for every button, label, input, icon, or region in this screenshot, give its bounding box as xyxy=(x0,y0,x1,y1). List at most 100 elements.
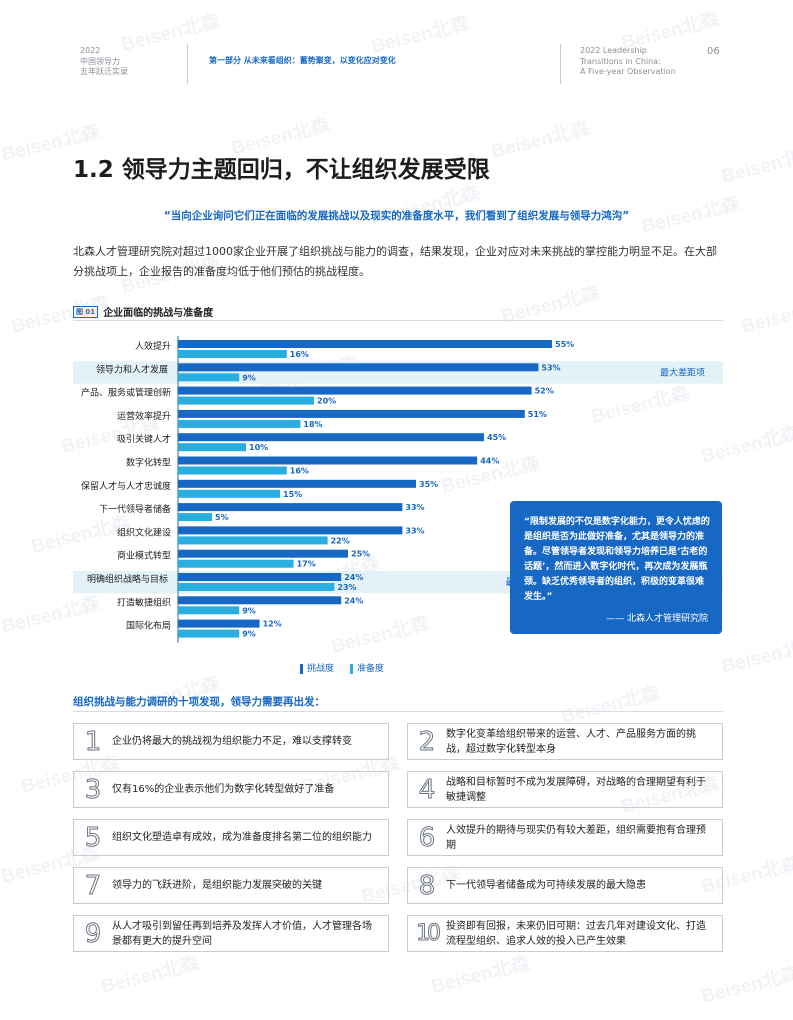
finding-item: 5 组织文化塑造卓有成效，成为准备度排名第二位的组织能力 xyxy=(73,819,389,856)
watermark-text: Beisen北森 xyxy=(559,683,662,728)
finding-number: 9 xyxy=(84,918,102,949)
header-title-line2: 五年跃迁实录 xyxy=(80,67,128,76)
insight-quote-text: “限制发展的不仅是数字化能力，更令人忧虑的是组织是否为此做好准备，尤其是领导力的… xyxy=(524,517,710,602)
findings-title: 组织挑战与能力调研的十项发现，领导力需要再出发： xyxy=(73,696,325,708)
finding-number: 10 xyxy=(416,921,442,947)
bar-challenge xyxy=(178,619,260,628)
value-label-challenge: 45% xyxy=(487,433,506,442)
highlight-label: 最大差距项 xyxy=(660,366,705,378)
value-label-readiness: 22% xyxy=(331,536,350,545)
finding-item: 10 投资即有回报，未来仍旧可期：过去几年对建设文化、打造流程型组织、追求人效的投… xyxy=(407,915,723,952)
finding-number: 5 xyxy=(84,822,102,853)
legend-label-readiness: 准备度 xyxy=(357,664,385,674)
finding-item: 9 从人才吸引到留任再到培养及发挥人才价值，人才管理各场景都有更大的提升空间 xyxy=(73,915,389,952)
bar-readiness xyxy=(178,373,240,382)
finding-item: 1 企业仍将最大的挑战视为组织能力不足，难以支撑转变 xyxy=(73,723,389,760)
figure-label: 图 01 企业面临的挑战与准备度 xyxy=(73,304,213,319)
bar-readiness xyxy=(178,559,294,568)
finding-text: 领导力的飞跃进阶，是组织能力发展突破的关键 xyxy=(112,880,322,891)
bar-challenge xyxy=(178,386,532,395)
value-label-challenge: 12% xyxy=(263,620,282,629)
category-label: 商业模式转型 xyxy=(117,550,171,562)
finding-item: 3 仅有16%的企业表示他们为数字化转型做好了准备 xyxy=(73,771,389,808)
intro-paragraph: 北森人才管理研究院对超过1000家企业开展了组织挑战与能力的调查，结果发现，企业… xyxy=(73,245,717,278)
bar-readiness xyxy=(178,629,240,638)
bar-readiness xyxy=(178,489,280,498)
finding-number: 3 xyxy=(84,774,102,805)
header-en-line3: A Five-year Observation xyxy=(580,67,676,76)
bar-readiness xyxy=(178,350,287,358)
category-label: 产品、服务或管理创新 xyxy=(81,387,171,399)
value-label-readiness: 5% xyxy=(215,513,229,522)
finding-number: 7 xyxy=(84,870,102,901)
finding-item: 4 战略和目标暂时不成为发展障碍，对战略的合理期望有利于敏捷调整 xyxy=(407,771,723,808)
header-title-line1: 中国领导力 xyxy=(80,56,120,66)
value-label-challenge: 33% xyxy=(405,503,424,512)
figure-badge: 图 01 xyxy=(73,305,99,318)
finding-item: 8 下一代领导者储备成为可持续发展的最大隐患 xyxy=(407,867,723,904)
finding-text: 仅有16%的企业表示他们为数字化转型做好了准备 xyxy=(112,784,335,795)
value-label-challenge: 35% xyxy=(419,480,438,489)
bar-challenge xyxy=(178,456,478,465)
bar-readiness xyxy=(178,443,246,452)
finding-item: 7 领导力的飞跃进阶，是组织能力发展突破的关键 xyxy=(73,867,389,904)
finding-text: 投资即有回报，未来仍旧可期：过去几年对建设文化、打造流程型组织、追求人效的投入已… xyxy=(446,920,706,947)
value-label-readiness: 20% xyxy=(317,397,336,406)
category-label: 打造敏捷组织 xyxy=(117,596,171,608)
header-report-name: 2022 中国领导力 五年跃迁实录 xyxy=(80,46,128,78)
finding-item: 2 数字化变革给组织带来的运营、人才、产品服务方面的挑战，超过数字化转型本身 xyxy=(407,723,723,760)
value-label-readiness: 16% xyxy=(290,350,309,359)
bar-readiness xyxy=(178,396,314,405)
watermark-text: Beisen北森 xyxy=(699,963,793,1008)
finding-number: 2 xyxy=(418,726,436,757)
header-section: 第一部分 从未来看组织：蓄势聚变，以变化应对变化 xyxy=(209,56,396,65)
finding-number: 4 xyxy=(418,774,436,805)
bar-readiness xyxy=(178,536,328,545)
value-label-challenge: 55% xyxy=(555,340,574,349)
value-label-challenge: 51% xyxy=(528,410,547,419)
bar-challenge xyxy=(178,363,539,372)
page-title: 1.2 领导力主题回归，不让组织发展受限 xyxy=(73,157,490,183)
findings-divider xyxy=(73,711,723,712)
header-en-line1: 2022 Leadership xyxy=(580,46,647,55)
category-label: 国际化布局 xyxy=(126,620,171,632)
figure-title: 企业面临的挑战与准备度 xyxy=(103,308,214,319)
chart-legend: 挑战度 准备度 xyxy=(300,661,384,674)
value-label-challenge: 52% xyxy=(535,387,554,396)
finding-text: 下一代领导者储备成为可持续发展的最大隐患 xyxy=(446,880,646,891)
bar-readiness xyxy=(178,419,301,428)
category-label: 领导力和人才发展 xyxy=(96,363,168,375)
insight-quote-box: “限制发展的不仅是数字化能力，更令人忧虑的是组织是否为此做好准备，尤其是领导力的… xyxy=(510,501,722,634)
legend-swatch-readiness xyxy=(350,663,354,674)
value-label-readiness: 9% xyxy=(242,606,256,615)
finding-text: 战略和目标暂时不成为发展障碍，对战略的合理期望有利于敏捷调整 xyxy=(446,776,706,803)
value-label-readiness: 9% xyxy=(242,373,256,382)
finding-item: 6 人效提升的期待与现实仍有较大差距，组织需要抱有合理预期 xyxy=(407,819,723,856)
bar-challenge xyxy=(178,596,342,605)
challenge-readiness-chart: 最大差距项最小差距项人效提升55%16%领导力和人才发展53%9%产品、服务或管… xyxy=(73,336,723,643)
watermark-text: Beisen北森 xyxy=(99,953,202,998)
figure-divider xyxy=(73,320,723,321)
value-label-readiness: 23% xyxy=(337,583,356,592)
finding-text: 企业仍将最大的挑战视为组织能力不足，难以支撑转变 xyxy=(112,736,352,747)
bar-challenge xyxy=(178,340,552,348)
bar-readiness xyxy=(178,606,240,615)
category-label: 保留人才与人才忠诚度 xyxy=(81,480,171,492)
finding-text: 组织文化塑造卓有成效，成为准备度排名第二位的组织能力 xyxy=(112,832,372,843)
category-label: 人效提升 xyxy=(135,340,171,352)
finding-text: 从人才吸引到留任再到培养及发挥人才价值，人才管理各场景都有更大的提升空间 xyxy=(112,920,372,947)
finding-number: 1 xyxy=(84,726,102,757)
bar-challenge xyxy=(178,503,403,512)
legend-label-challenge: 挑战度 xyxy=(307,664,335,674)
value-label-readiness: 16% xyxy=(290,467,309,476)
header-divider-right xyxy=(560,44,561,84)
category-label: 下一代领导者储备 xyxy=(99,503,171,515)
header-en-line2: Transitions in China: xyxy=(580,56,661,66)
value-label-challenge: 24% xyxy=(344,596,363,605)
finding-text: 人效提升的期待与现实仍有较大差距，组织需要抱有合理预期 xyxy=(446,824,706,851)
bar-readiness xyxy=(178,466,287,475)
insight-quote-source: —— 北森人才管理研究院 xyxy=(606,614,708,624)
bar-challenge xyxy=(178,526,403,535)
bar-challenge xyxy=(178,573,342,581)
category-label: 吸引关键人才 xyxy=(117,433,171,445)
